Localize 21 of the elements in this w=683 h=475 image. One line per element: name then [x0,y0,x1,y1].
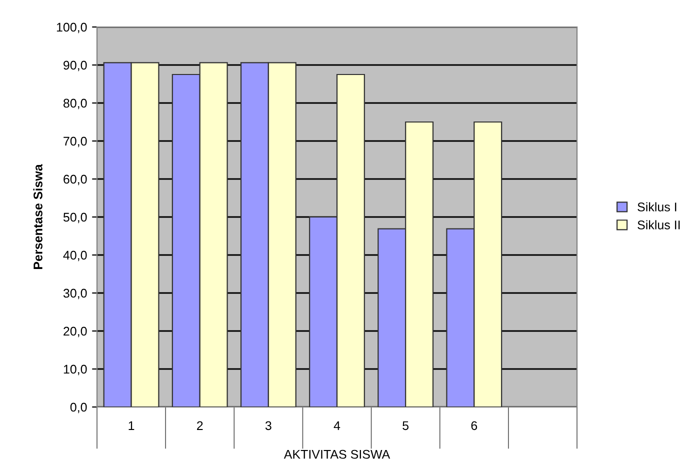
x-tick-label: 5 [402,421,409,430]
y-tick-label: 60,0 [64,174,87,186]
y-tick-label: 30,0 [63,288,87,300]
x-axis-title: AKTIVITAS SISWA [284,450,390,459]
y-tick-label: 10,0 [64,364,87,376]
y-axis-title: Persentase Siswa [33,164,42,269]
y-tick-label: 0,0 [70,402,87,414]
legend-label: Siklus I [638,202,676,212]
y-tick-label: 70,0 [64,136,87,148]
x-tick-label: 2 [197,421,203,430]
x-tick-label: 6 [471,421,478,430]
legend-label: Siklus II [638,220,680,230]
y-tick-label: 40,0 [63,250,87,262]
y-tick-label: 100,0 [56,22,87,34]
y-tick-label: 20,0 [64,326,87,338]
x-tick-label: 1 [128,421,134,430]
y-tick-label: 90,0 [64,60,87,72]
y-tick-label: 50,0 [63,212,87,224]
x-tick-label: 4 [334,421,340,430]
y-tick-label: 80,0 [63,98,87,110]
x-tick-label: 3 [265,421,272,430]
